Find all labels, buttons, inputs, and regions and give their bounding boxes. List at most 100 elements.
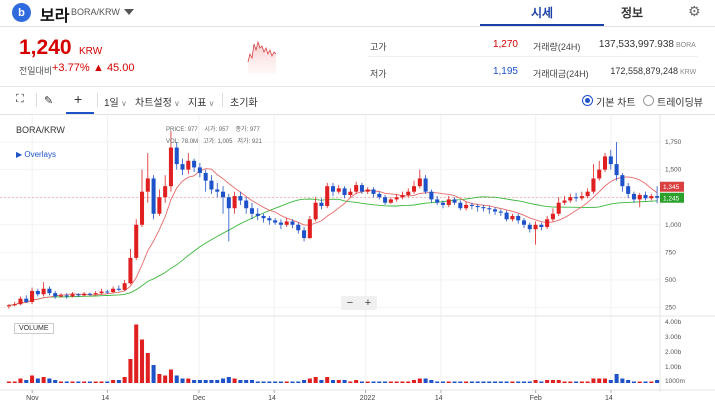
candle-body xyxy=(122,283,127,290)
basic-chart-label[interactable]: 기본 차트 xyxy=(596,98,636,109)
volume-bar xyxy=(145,353,150,383)
volume-bar xyxy=(197,380,202,383)
change-percent: +3.77% xyxy=(52,62,90,74)
candle-body xyxy=(290,221,295,225)
zoom-out-button[interactable]: − xyxy=(346,297,354,309)
candle-body xyxy=(481,207,486,209)
ohlc-high-label: 고가: xyxy=(203,139,216,145)
candle-body xyxy=(504,212,509,220)
ohlc-close-label: 종가: xyxy=(235,127,249,133)
indicators-dropdown[interactable]: 지표 ∨ xyxy=(188,94,214,109)
candle-body xyxy=(215,189,220,192)
time-tick-label: 14 xyxy=(268,395,276,402)
tradingview-radio[interactable] xyxy=(643,95,654,106)
ohlc-low-label: 저가: xyxy=(237,139,251,145)
price-tags: 1,345 1,245 xyxy=(660,181,684,203)
candle-body xyxy=(521,220,527,225)
candle-body xyxy=(649,196,654,199)
volume-bar xyxy=(510,381,515,383)
crosshair-icon[interactable]: + xyxy=(74,91,83,107)
candle-body xyxy=(452,199,457,203)
candle-body xyxy=(105,291,110,293)
ohlc-close: 977 xyxy=(249,127,260,133)
volume-bar xyxy=(336,380,341,383)
chart-grid xyxy=(0,115,715,392)
volume-bar xyxy=(87,381,92,383)
gear-icon[interactable]: ⚙ xyxy=(688,3,701,19)
volume-bar xyxy=(209,380,214,383)
volume-bar xyxy=(319,380,324,383)
volume-bar xyxy=(521,381,527,383)
interval-dropdown[interactable]: 1일 ∨ xyxy=(104,94,127,109)
volume-bar xyxy=(614,374,619,383)
draw-pencil-icon[interactable]: ✎ xyxy=(44,95,54,107)
price-tick-label: 750 xyxy=(665,249,676,256)
candle-body xyxy=(539,224,544,227)
volume-bar xyxy=(446,381,451,383)
fullscreen-icon[interactable]: ⛶ xyxy=(16,93,24,105)
candle-body xyxy=(163,186,168,198)
header-divider xyxy=(0,26,715,27)
volume-bar xyxy=(591,378,596,383)
volume-bar xyxy=(631,381,636,383)
tab-info[interactable]: 정보 xyxy=(620,6,644,20)
volume-bar xyxy=(487,381,492,383)
candle-body xyxy=(226,197,231,209)
volume-bar xyxy=(469,381,474,383)
volume-bar xyxy=(296,381,301,383)
candle-body xyxy=(284,221,289,225)
candle-body xyxy=(608,156,613,165)
volume-bar xyxy=(58,381,64,383)
candle-body xyxy=(579,196,584,199)
candle-body xyxy=(209,180,214,190)
candle-body xyxy=(145,178,150,192)
volume-bar xyxy=(435,381,440,383)
candle-body xyxy=(487,208,492,210)
tab-price[interactable]: 시세 xyxy=(530,6,554,20)
volume-bar xyxy=(330,380,336,383)
volume-bar xyxy=(139,339,145,383)
coin-name[interactable]: 보라 xyxy=(40,8,70,25)
price-tick-label: 500 xyxy=(665,277,676,284)
volume-bar xyxy=(406,381,411,383)
ohlc-low: 921 xyxy=(251,139,262,145)
volume-bar xyxy=(290,381,295,383)
overlays-toggle[interactable]: ▶ Overlays xyxy=(16,150,56,159)
low-value: 1,195 xyxy=(492,66,518,77)
volume-bar xyxy=(93,381,98,383)
toolbar-separator xyxy=(36,93,37,107)
candle-body xyxy=(585,191,590,197)
reset-button[interactable]: 초기화 xyxy=(230,98,258,109)
interval-label: 1일 xyxy=(104,98,119,109)
volume-bar xyxy=(122,377,127,383)
volume-tick-label: 1.00b xyxy=(665,364,682,371)
candle-body xyxy=(626,186,631,194)
volume-bar xyxy=(192,380,197,383)
volume-bar xyxy=(232,378,237,383)
candle-body xyxy=(139,191,145,225)
coin-pair[interactable]: BORA/KRW xyxy=(71,7,120,17)
volume-unit: BORA xyxy=(676,42,696,49)
candle-body xyxy=(533,224,538,230)
volume-axis: 4.00b 3.00b 2.00b 1.00b 1000m xyxy=(665,319,685,385)
zoom-in-button[interactable]: + xyxy=(364,297,372,309)
volume-bar xyxy=(180,378,185,383)
basic-chart-radio[interactable] xyxy=(582,95,593,106)
ma-price-tag-box xyxy=(660,181,684,192)
candle-body xyxy=(192,160,197,168)
candle-body xyxy=(174,147,179,165)
chevron-down-icon[interactable] xyxy=(124,9,134,15)
volume-bar xyxy=(35,378,40,383)
volume-bar xyxy=(41,377,46,383)
candle-body xyxy=(116,288,121,290)
volume-bar xyxy=(597,378,602,383)
chart-settings-dropdown[interactable]: 차트설정 ∨ xyxy=(135,94,180,109)
current-price: 1,240 xyxy=(19,36,72,59)
candle-body xyxy=(273,220,278,223)
candle-body xyxy=(58,295,64,297)
tradingview-label[interactable]: 트레이딩뷰 xyxy=(657,98,703,109)
volume-bar xyxy=(325,377,330,383)
time-tick-label: 2022 xyxy=(360,395,376,402)
volume-bar xyxy=(527,381,532,383)
